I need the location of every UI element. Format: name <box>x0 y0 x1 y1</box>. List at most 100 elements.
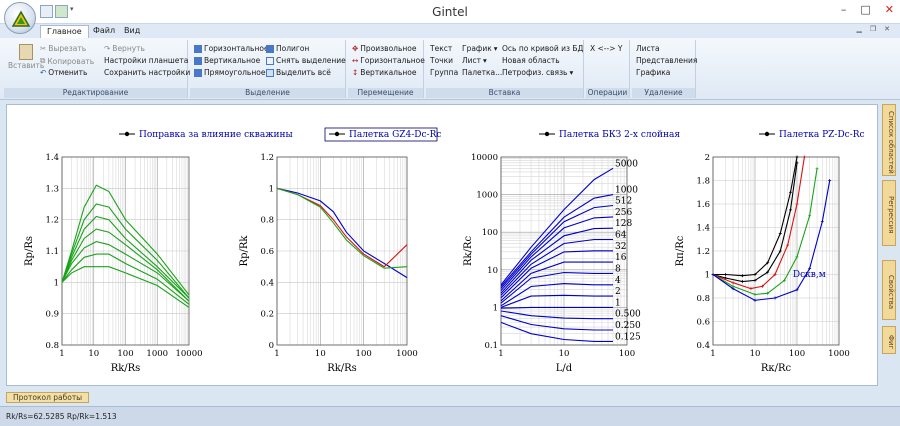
mdi-restore-icon[interactable]: ❐ <box>869 25 877 33</box>
copy-button[interactable]: ⧉ Копировать <box>40 56 94 66</box>
series-line <box>500 321 613 342</box>
delete-views-button[interactable]: Представления <box>636 56 698 65</box>
insert-points-button[interactable]: Точки <box>430 56 454 65</box>
chart-workspace[interactable]: 1 10 100 1000 10000 0.8 0.9 1 1.1 1.2 1.3 1.4 Rk/Rs R… <box>6 104 878 386</box>
select-horizontal-label: Горизонтальное <box>204 44 269 53</box>
x-tick-label: 10 <box>88 349 99 359</box>
series-line <box>61 228 190 302</box>
select-rectangular-button[interactable]: Прямоугольное <box>194 68 265 77</box>
save-settings-button[interactable]: Сохранить настройки <box>104 68 191 77</box>
axis-by-curve-button[interactable]: Ось по кривой из БД <box>502 44 584 53</box>
series-line <box>276 187 408 279</box>
y-axis-label: Rп/Rc <box>675 235 686 266</box>
group-caption-delete: Удаление <box>632 88 695 98</box>
series-marker <box>753 273 757 276</box>
chevron-down-icon: ▾ <box>483 56 487 65</box>
series-marker <box>753 298 757 302</box>
series-marker <box>788 190 792 194</box>
series-line <box>500 283 613 307</box>
insert-palette-button[interactable]: Палетка... <box>462 68 503 77</box>
curve-label: 16 <box>615 253 627 263</box>
select-all-button[interactable]: Выделить всё <box>266 68 331 77</box>
delete-sheets-button[interactable]: Листа <box>636 44 660 53</box>
series-line <box>712 156 805 290</box>
swap-xy-button[interactable]: X <--> Y <box>590 44 623 53</box>
sidebar-tab-properties[interactable]: Свойства <box>882 260 896 320</box>
undo-button[interactable]: ↶ Отменить <box>40 68 87 77</box>
tablet-settings-button[interactable]: Настройки планшета <box>104 56 189 65</box>
x-axis-label: Rk/Rs <box>111 363 141 374</box>
x-tick-label: 1 <box>710 349 715 359</box>
redo-icon: ↷ <box>104 44 111 53</box>
x-tick-label: 10 <box>315 349 326 359</box>
paste-button[interactable]: Вставить <box>8 44 44 70</box>
move-vertical-button[interactable]: ↕ Вертикальное <box>352 68 417 77</box>
app-logo-icon <box>11 10 31 27</box>
sidebar-tab-fig[interactable]: Фиг <box>882 326 896 354</box>
insert-text-button[interactable]: Текст <box>430 44 453 53</box>
move-vertical-icon: ↕ <box>352 68 359 77</box>
cut-button[interactable]: ✂ Вырезать <box>40 44 86 53</box>
app-menu-button[interactable] <box>4 2 36 34</box>
curve-label: 0.500 <box>615 310 641 320</box>
vertical-select-icon <box>194 56 202 65</box>
group-caption-selection: Выделение <box>190 88 345 98</box>
legend-marker <box>334 131 340 137</box>
move-horizontal-button[interactable]: ↔ Горизонтальное <box>352 56 425 65</box>
save-icon[interactable] <box>40 5 53 18</box>
y-tick-label: 1.6 <box>696 200 710 210</box>
x-tick-label: 100 <box>356 349 372 359</box>
plot-frame <box>712 156 840 346</box>
y-tick-label: 0.2 <box>260 310 274 320</box>
qat-dropdown-icon[interactable]: ▾ <box>70 5 74 13</box>
insert-graph-button[interactable]: График ▾ <box>462 44 498 53</box>
group-caption-editing: Редактирование <box>4 88 187 98</box>
tab-view[interactable]: Вид <box>124 26 141 35</box>
y-tick-label: 0 <box>269 341 274 351</box>
curve-label: 0.125 <box>615 332 641 342</box>
select-vertical-button[interactable]: Вертикальное <box>194 56 260 65</box>
refresh-icon[interactable] <box>55 5 68 18</box>
select-horizontal-button[interactable]: Горизонтальное <box>194 44 269 53</box>
series-marker <box>815 167 819 171</box>
sidebar-tab-areas-list[interactable]: Список областей <box>882 104 896 176</box>
charts-canvas[interactable]: 1 10 100 1000 100000.80.911.11.21.31.4Rk/RsR… <box>7 105 877 385</box>
mdi-minimize-icon[interactable]: ▁ <box>856 25 862 33</box>
y-tick-label: 0.8 <box>260 216 274 226</box>
maximize-button[interactable]: □ <box>860 3 871 16</box>
clear-selection-label: Снять выделение <box>276 56 346 65</box>
minimize-button[interactable]: – <box>840 3 847 16</box>
work-log-tab[interactable]: Протокол работы <box>6 392 90 403</box>
insert-sheet-button[interactable]: Лист ▾ <box>462 56 487 65</box>
tab-main[interactable]: Главное <box>40 25 89 38</box>
sidebar-tab-regression[interactable]: Регрессия <box>882 180 896 246</box>
group-move: ✥ Произвольное ↔ Горизонтальное ↕ Вертикаль… <box>348 40 425 98</box>
clear-selection-button[interactable]: Снять выделение <box>266 56 346 65</box>
y-tick-label: 10 <box>487 266 498 276</box>
series-line <box>712 162 798 283</box>
move-arbitrary-button[interactable]: ✥ Произвольное <box>352 44 416 53</box>
mdi-close-icon[interactable]: ✕ <box>884 25 890 33</box>
close-button[interactable]: ✕ <box>884 3 894 16</box>
insert-group-button[interactable]: Группа <box>430 68 459 77</box>
y-tick-label: 2 <box>705 153 710 163</box>
series-marker <box>820 220 824 224</box>
tab-file[interactable]: Файл <box>93 26 116 35</box>
curve-label: 32 <box>615 242 626 252</box>
plot-frame <box>61 156 190 346</box>
y-tick-label: 1 <box>54 278 59 288</box>
delete-graphs-button[interactable]: Графика <box>636 68 671 77</box>
group-editing: Вставить ✂ Вырезать ⧉ Копировать ↶ Отменить… <box>4 40 191 98</box>
select-polygon-button[interactable]: Полигон <box>266 44 309 53</box>
y-tick-label: 0.6 <box>260 247 274 257</box>
x-tick-label: 100 <box>789 349 805 359</box>
petrophys-link-button[interactable]: Петрофиз. связь ▾ <box>502 68 573 77</box>
plot-frame <box>276 156 408 346</box>
series-line <box>500 227 614 294</box>
redo-button[interactable]: ↷ Вернуть <box>104 44 145 53</box>
new-area-button[interactable]: Новая область <box>502 56 560 65</box>
legend-marker <box>764 131 770 137</box>
copy-label: Копировать <box>47 56 95 66</box>
x-tick-label: 1000 <box>396 349 418 359</box>
select-all-label: Выделить всё <box>276 68 331 77</box>
